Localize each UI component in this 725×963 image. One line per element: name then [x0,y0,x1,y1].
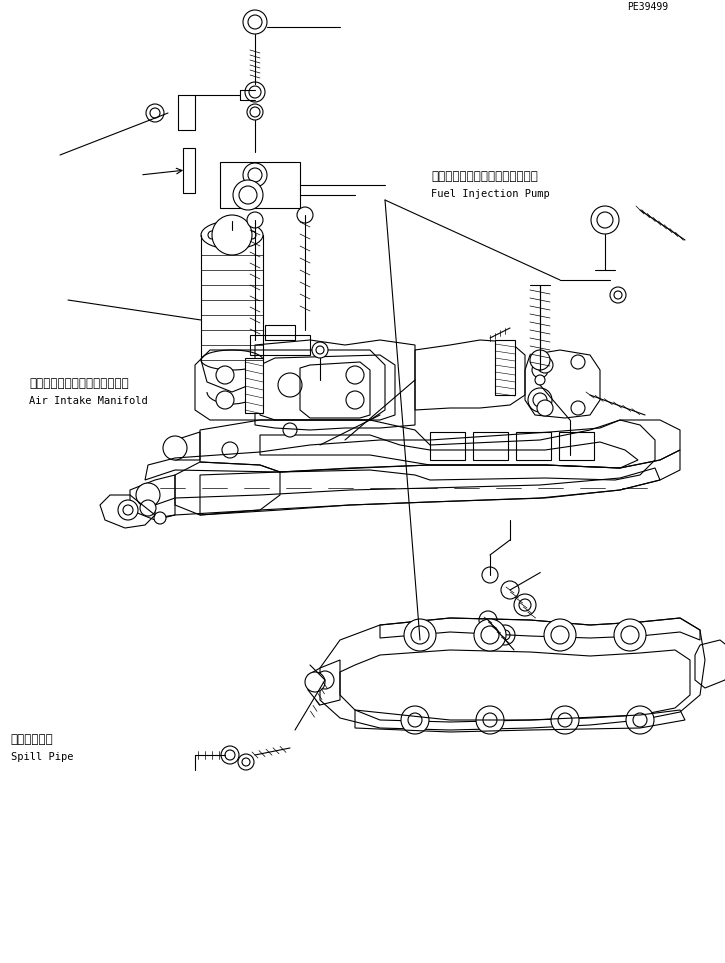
Circle shape [316,346,324,354]
Circle shape [233,180,263,210]
Circle shape [238,754,254,770]
Circle shape [495,625,515,645]
Circle shape [150,108,160,118]
Circle shape [283,423,297,437]
Circle shape [146,104,164,122]
Circle shape [248,231,256,239]
Circle shape [297,207,313,223]
Text: フィエルインジェクションポンプ: フィエルインジェクションポンプ [431,170,538,183]
Bar [495,340,515,395]
Circle shape [238,239,246,247]
Circle shape [479,611,497,629]
Circle shape [474,619,506,651]
Circle shape [212,215,252,255]
Ellipse shape [201,350,263,370]
Circle shape [551,706,579,734]
Circle shape [537,357,553,373]
Circle shape [312,342,328,358]
Circle shape [247,104,263,120]
Circle shape [346,391,364,409]
Text: Fuel Injection Pump: Fuel Injection Pump [431,189,550,199]
Circle shape [404,619,436,651]
Circle shape [242,758,250,766]
Circle shape [530,350,550,370]
Circle shape [221,746,239,764]
Circle shape [532,362,548,378]
Circle shape [154,512,166,524]
Circle shape [140,500,156,516]
Circle shape [533,393,547,407]
Circle shape [544,619,576,651]
Circle shape [243,10,267,34]
Circle shape [123,505,133,515]
Circle shape [482,567,498,583]
Circle shape [558,713,572,727]
Circle shape [483,713,497,727]
Circle shape [216,366,234,384]
Circle shape [238,223,246,231]
Circle shape [249,86,261,98]
Circle shape [501,581,519,599]
Circle shape [597,212,613,228]
Text: エアーインテークマニホールド: エアーインテークマニホールド [29,377,129,390]
Circle shape [500,630,510,640]
Circle shape [528,388,552,412]
Circle shape [614,291,622,299]
Circle shape [621,626,639,644]
Circle shape [571,355,585,369]
Circle shape [248,168,262,182]
Circle shape [591,206,619,234]
Circle shape [535,375,545,385]
Circle shape [305,672,325,692]
Bar [245,358,263,413]
Circle shape [225,750,235,760]
Circle shape [222,442,238,458]
Circle shape [401,706,429,734]
Circle shape [633,713,647,727]
Circle shape [519,599,531,611]
Circle shape [245,82,265,102]
Circle shape [411,626,429,644]
Circle shape [481,626,499,644]
Circle shape [278,373,302,397]
Circle shape [163,436,187,460]
Circle shape [537,400,553,416]
Circle shape [316,671,334,689]
Text: PE39499: PE39499 [627,2,668,12]
Circle shape [514,594,536,616]
Text: Air Intake Manifold: Air Intake Manifold [29,396,148,406]
Circle shape [626,706,654,734]
Ellipse shape [201,221,263,249]
Circle shape [346,366,364,384]
Circle shape [250,107,260,117]
Text: スピルパイプ: スピルパイプ [11,734,54,746]
Circle shape [218,223,226,231]
Text: Spill Pipe: Spill Pipe [11,752,73,763]
Circle shape [614,619,646,651]
Circle shape [408,713,422,727]
Circle shape [610,287,626,303]
Circle shape [239,186,257,204]
Circle shape [208,231,216,239]
Circle shape [248,15,262,29]
Circle shape [222,225,242,245]
Bar [183,148,195,193]
Circle shape [247,212,263,228]
Circle shape [243,163,267,187]
Circle shape [218,239,226,247]
Circle shape [551,626,569,644]
Circle shape [118,500,138,520]
Circle shape [476,706,504,734]
Circle shape [571,401,585,415]
Circle shape [136,483,160,507]
Circle shape [216,391,234,409]
